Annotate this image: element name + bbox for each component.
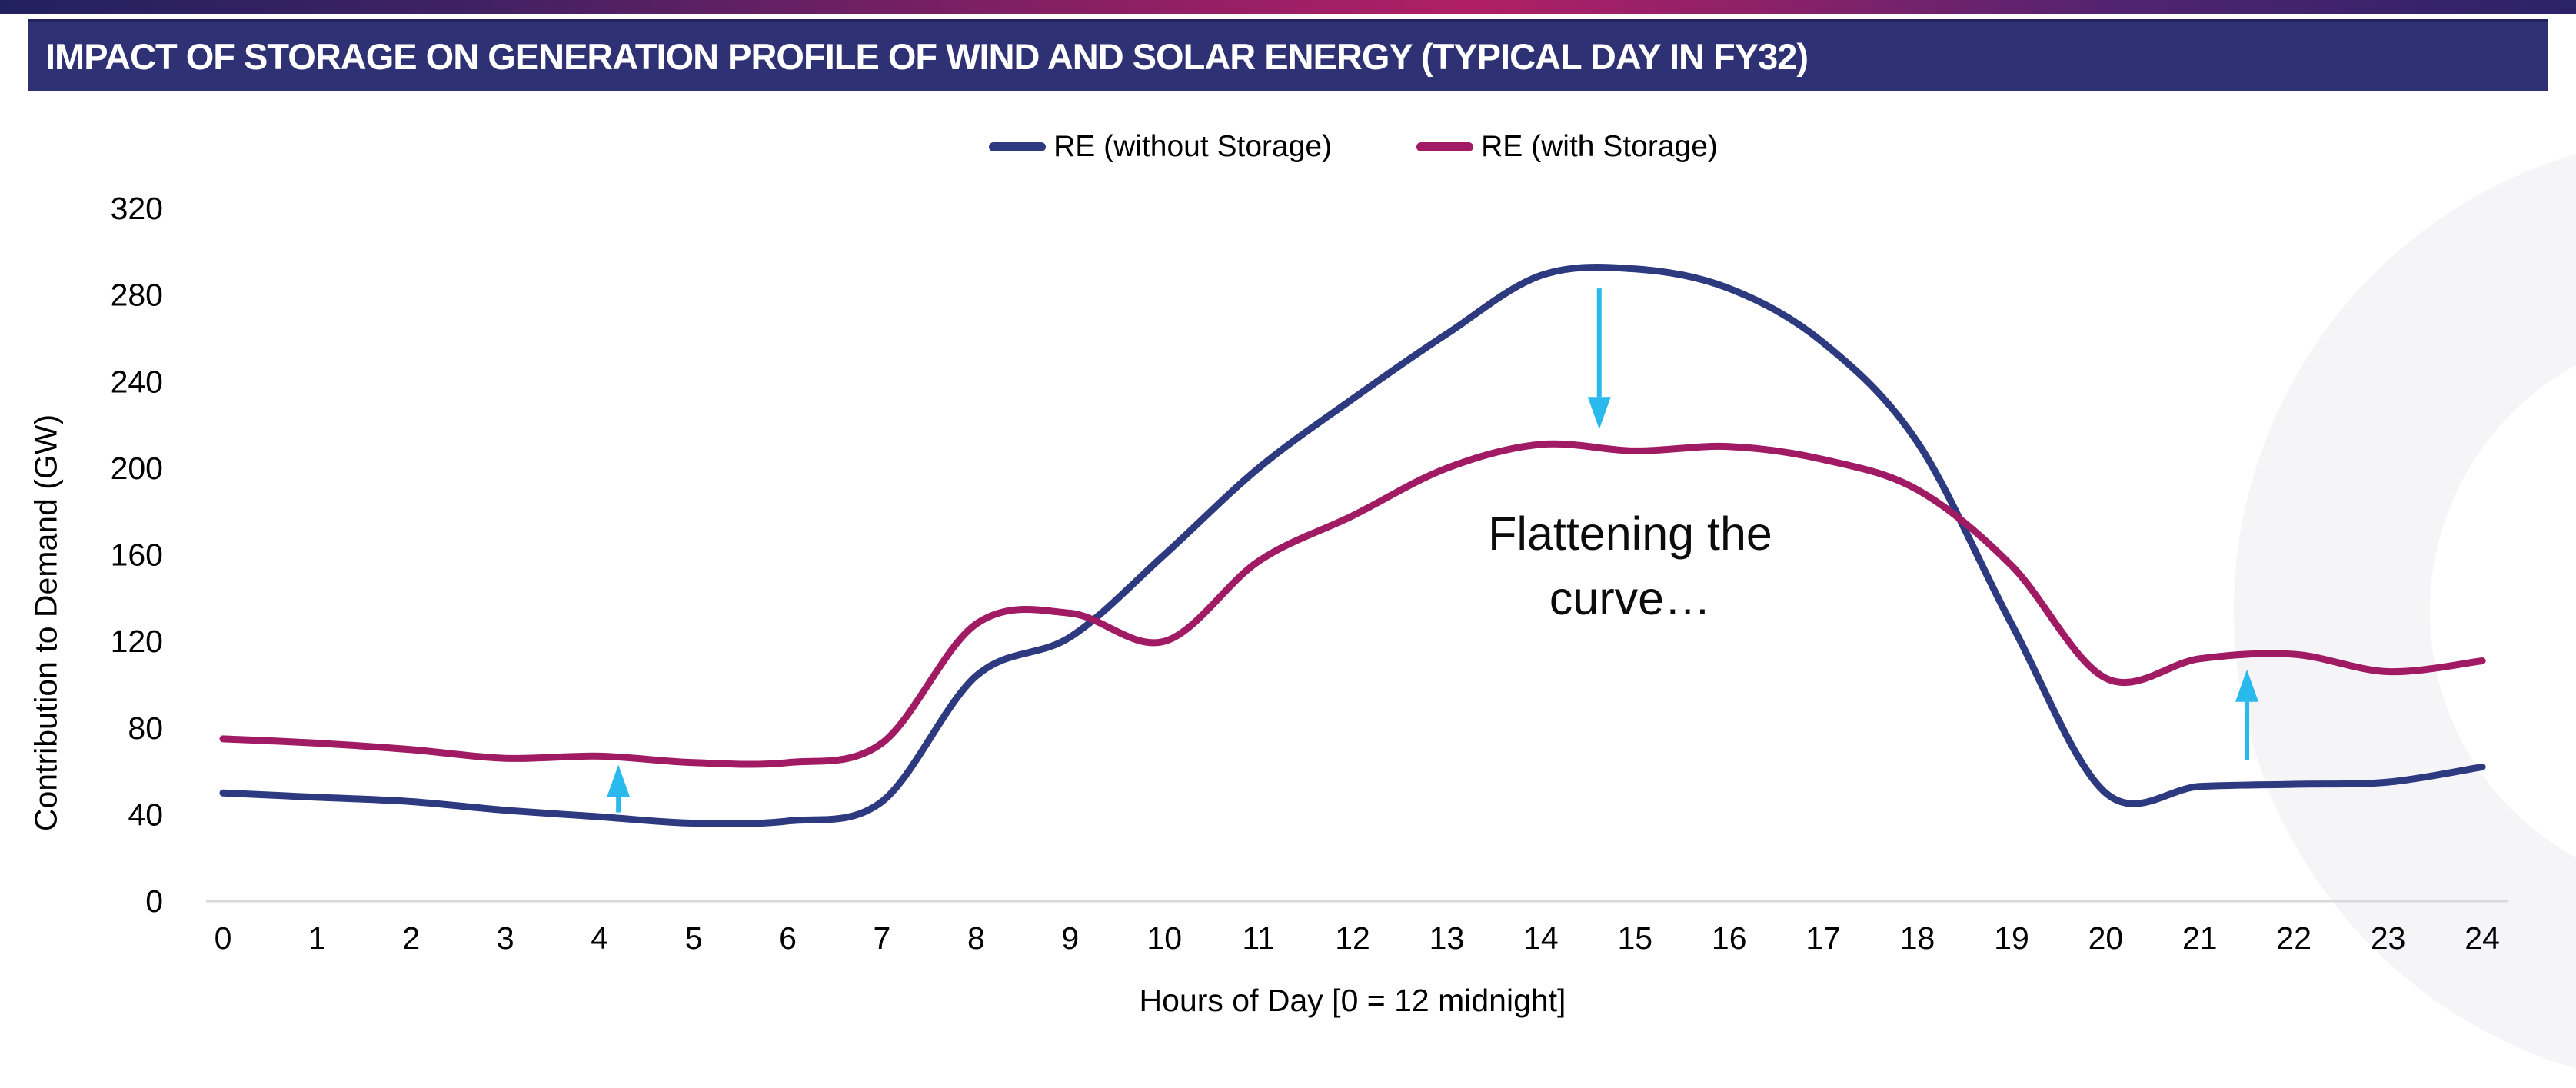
svg-text:19: 19 [1994,920,2029,956]
legend-label: RE (with Storage) [1481,130,1718,163]
svg-text:160: 160 [111,537,163,573]
svg-text:240: 240 [111,364,163,399]
svg-text:13: 13 [1429,920,1465,956]
y-axis-title: Contribution to Demand (GW) [28,414,64,832]
top-accent-bar [0,0,2576,14]
y-axis-tick-labels: 0 40 80 120 160 200 240 280 320 [111,191,163,919]
svg-text:320: 320 [111,191,163,226]
legend-item-re-with-storage: RE (with Storage) [1416,130,1718,164]
svg-text:280: 280 [111,278,163,313]
svg-text:18: 18 [1900,920,1935,956]
page-title: IMPACT OF STORAGE ON GENERATION PROFILE … [45,35,1809,77]
re-without-storage-line-swatch-icon [989,142,1047,151]
svg-text:11: 11 [1242,920,1275,956]
svg-text:10: 10 [1147,920,1182,956]
svg-text:17: 17 [1806,920,1841,956]
svg-text:40: 40 [128,797,163,832]
annotation-arrows [607,288,2259,813]
title-bar: IMPACT OF STORAGE ON GENERATION PROFILE … [28,19,2548,91]
svg-text:7: 7 [874,920,891,956]
svg-text:8: 8 [967,920,985,956]
svg-text:2: 2 [402,920,420,956]
annotation-line-1: Flattening the [1488,507,1772,560]
svg-text:22: 22 [2276,920,2311,956]
svg-text:200: 200 [111,451,163,486]
svg-text:14: 14 [1523,920,1559,956]
svg-text:15: 15 [1617,920,1652,956]
svg-text:0: 0 [145,883,163,919]
svg-text:24: 24 [2465,920,2500,956]
re-with-storage-line-swatch-icon [1416,142,1474,151]
svg-text:12: 12 [1335,920,1370,956]
svg-text:80: 80 [128,710,163,746]
svg-text:4: 4 [591,920,608,956]
legend-item-re-without-storage: RE (without Storage) [989,130,1332,164]
x-axis-tick-labels: 0 1 2 3 4 5 6 7 8 9 10 11 12 13 14 15 16 17 18 19 20 21 22 23 24 [215,920,2500,956]
flattening-curve-annotation: Flattening the curve… [1446,501,1815,631]
svg-text:5: 5 [685,920,703,956]
svg-text:6: 6 [779,920,797,956]
svg-text:120: 120 [111,624,163,659]
svg-text:20: 20 [2088,920,2124,956]
svg-text:21: 21 [2182,920,2218,956]
svg-text:9: 9 [1061,920,1079,956]
chart-legend: RE (without Storage) RE (with Storage) [0,125,2576,168]
svg-text:0: 0 [215,920,232,956]
svg-text:16: 16 [1712,920,1747,956]
data-series-curves [219,264,2486,827]
svg-text:3: 3 [497,920,514,956]
svg-text:1: 1 [308,920,326,956]
svg-text:23: 23 [2371,920,2406,956]
legend-label: RE (without Storage) [1053,130,1333,163]
annotation-line-2: curve… [1549,572,1712,625]
x-axis-title: Hours of Day [0 = 12 midnight] [1139,983,1566,1018]
